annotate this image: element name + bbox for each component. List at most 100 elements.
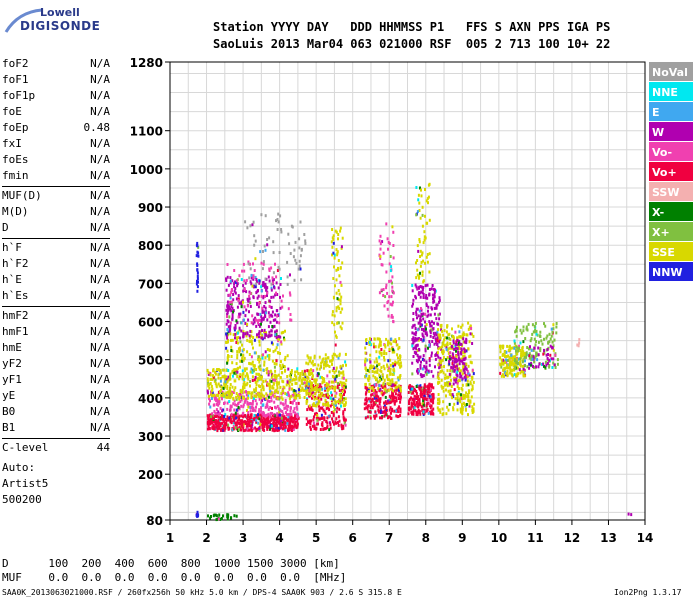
data-point	[457, 356, 460, 360]
data-point	[284, 401, 287, 405]
data-point	[424, 409, 427, 413]
legend-label: SSW	[652, 186, 679, 199]
data-point	[273, 428, 276, 432]
data-point	[250, 355, 253, 359]
data-point	[331, 420, 334, 424]
data-point	[522, 364, 524, 368]
data-point	[299, 384, 302, 388]
data-point	[541, 363, 543, 366]
data-point	[398, 337, 401, 341]
data-point	[410, 391, 413, 395]
data-point	[382, 288, 385, 291]
data-point	[235, 395, 238, 399]
data-point	[415, 410, 418, 414]
data-point	[397, 376, 400, 380]
data-point	[322, 402, 325, 406]
data-point	[326, 403, 329, 407]
data-point	[251, 314, 254, 318]
data-point	[295, 419, 298, 423]
data-point	[279, 376, 282, 379]
data-point	[421, 367, 424, 371]
data-point	[254, 416, 257, 419]
data-point	[261, 393, 264, 397]
data-point	[420, 312, 423, 316]
data-point	[422, 335, 425, 339]
data-point	[227, 369, 230, 372]
data-point	[295, 402, 298, 405]
data-point	[207, 383, 210, 387]
data-point	[393, 383, 396, 387]
param-row: hmF1 N/A	[2, 324, 110, 340]
param-value: N/A	[90, 373, 110, 386]
data-point	[464, 394, 467, 398]
data-point	[435, 317, 438, 321]
data-point	[333, 407, 336, 411]
data-point	[393, 350, 396, 354]
data-point	[338, 373, 341, 377]
data-point	[399, 365, 402, 369]
data-point	[375, 357, 378, 361]
data-point	[391, 275, 394, 279]
data-point	[344, 397, 347, 401]
data-point	[425, 404, 428, 408]
data-point	[465, 403, 468, 406]
data-point	[409, 390, 412, 394]
data-point	[309, 392, 312, 396]
data-point	[424, 325, 427, 329]
data-point	[325, 403, 327, 407]
data-point	[515, 349, 517, 353]
data-point	[250, 402, 253, 406]
data-point	[499, 363, 502, 367]
data-point	[471, 405, 474, 409]
data-point	[548, 365, 551, 369]
data-point	[343, 421, 346, 425]
data-point	[526, 365, 529, 369]
data-point	[207, 394, 210, 398]
data-point	[469, 399, 472, 403]
data-point	[266, 426, 269, 429]
data-point	[446, 348, 449, 352]
data-point	[386, 363, 388, 367]
data-point	[388, 262, 391, 266]
param-name: foE	[2, 105, 22, 118]
data-point	[264, 421, 267, 425]
data-point	[226, 263, 229, 266]
data-point	[459, 369, 462, 373]
data-point	[376, 404, 379, 408]
data-point	[424, 320, 426, 324]
data-point	[449, 351, 452, 355]
data-point	[342, 412, 345, 416]
data-point	[242, 353, 245, 357]
data-point	[306, 369, 309, 373]
data-point	[280, 419, 282, 423]
data-point	[336, 297, 339, 301]
param-row: h`F2 N/A	[2, 256, 110, 272]
data-point	[272, 295, 275, 299]
data-point	[420, 290, 423, 294]
data-point	[248, 424, 251, 428]
data-point	[291, 393, 294, 397]
data-point	[462, 337, 465, 341]
data-point	[368, 370, 371, 374]
data-point	[216, 400, 219, 404]
data-point	[315, 412, 318, 415]
data-point	[521, 345, 524, 349]
data-point	[214, 378, 217, 382]
y-tick-label: 900	[138, 201, 163, 215]
data-point	[278, 267, 281, 271]
data-point	[316, 402, 319, 406]
data-point	[235, 279, 238, 283]
data-point	[555, 331, 558, 335]
data-point	[514, 365, 517, 369]
data-point	[369, 397, 372, 401]
data-point	[224, 377, 227, 381]
data-point	[323, 360, 326, 364]
data-point	[266, 399, 269, 403]
data-point	[220, 517, 223, 521]
data-point	[285, 411, 287, 415]
data-point	[511, 368, 514, 372]
data-point	[252, 262, 254, 266]
data-point	[422, 296, 425, 299]
data-point	[318, 393, 320, 397]
data-point	[253, 414, 256, 417]
